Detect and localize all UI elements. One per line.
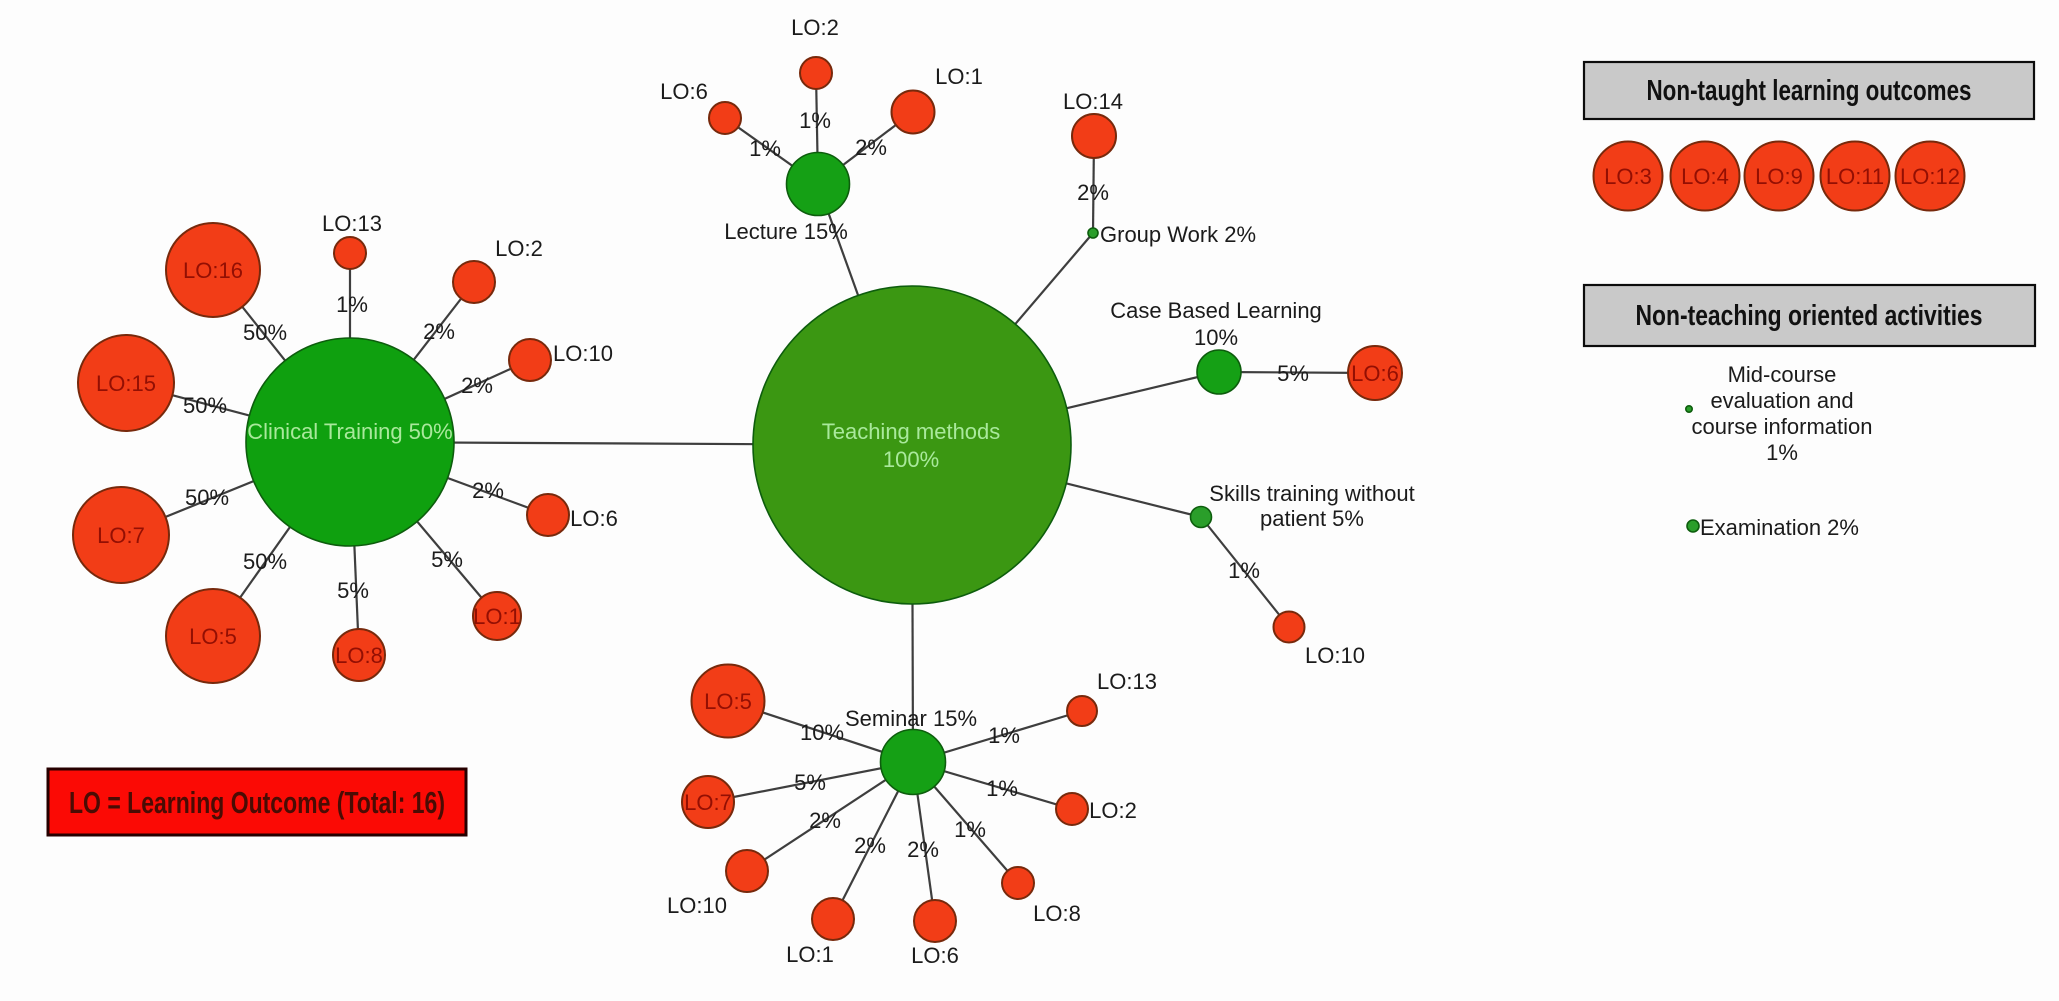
svg-text:LO:7: LO:7 [97, 523, 145, 548]
svg-text:50%: 50% [185, 485, 229, 510]
svg-text:1%: 1% [799, 108, 831, 133]
svg-text:1%: 1% [1766, 440, 1798, 465]
svg-text:10%: 10% [800, 720, 844, 745]
svg-text:LO:3: LO:3 [1604, 164, 1652, 189]
svg-text:course information: course information [1692, 414, 1873, 439]
svg-text:LO:16: LO:16 [183, 258, 243, 283]
svg-text:LO:1: LO:1 [935, 64, 983, 89]
svg-text:2%: 2% [809, 808, 841, 833]
svg-text:LO:10: LO:10 [553, 341, 613, 366]
svg-text:LO:2: LO:2 [495, 236, 543, 261]
svg-text:LO:5: LO:5 [189, 624, 237, 649]
svg-text:LO:10: LO:10 [1305, 643, 1365, 668]
svg-text:LO:2: LO:2 [791, 15, 839, 40]
svg-text:Case Based Learning: Case Based Learning [1110, 298, 1322, 323]
svg-text:2%: 2% [907, 837, 939, 862]
svg-text:LO:12: LO:12 [1900, 164, 1960, 189]
svg-text:100%: 100% [883, 447, 939, 472]
svg-text:2%: 2% [1077, 180, 1109, 205]
svg-text:LO:6: LO:6 [1351, 361, 1399, 386]
svg-text:LO:1: LO:1 [473, 604, 521, 629]
svg-text:Mid-course: Mid-course [1728, 362, 1837, 387]
svg-text:5%: 5% [1277, 361, 1309, 386]
svg-text:2%: 2% [461, 373, 493, 398]
svg-text:1%: 1% [988, 723, 1020, 748]
svg-text:5%: 5% [431, 547, 463, 572]
svg-text:Seminar 15%: Seminar 15% [845, 706, 977, 731]
svg-text:LO:4: LO:4 [1681, 164, 1729, 189]
svg-text:2%: 2% [423, 319, 455, 344]
svg-text:LO:5: LO:5 [704, 689, 752, 714]
svg-text:LO:10: LO:10 [667, 893, 727, 918]
svg-text:2%: 2% [472, 478, 504, 503]
svg-text:50%: 50% [183, 393, 227, 418]
svg-text:2%: 2% [854, 833, 886, 858]
svg-text:evaluation and: evaluation and [1710, 388, 1853, 413]
svg-text:Group Work 2%: Group Work 2% [1100, 222, 1256, 247]
svg-text:1%: 1% [1228, 558, 1260, 583]
svg-text:LO:8: LO:8 [1033, 901, 1081, 926]
svg-text:50%: 50% [243, 549, 287, 574]
svg-text:Teaching methods: Teaching methods [822, 419, 1001, 444]
svg-text:5%: 5% [337, 578, 369, 603]
svg-text:Clinical Training 50%: Clinical Training 50% [247, 419, 452, 444]
svg-text:Lecture 15%: Lecture 15% [724, 219, 848, 244]
svg-text:Examination 2%: Examination 2% [1700, 515, 1859, 540]
svg-text:LO:13: LO:13 [1097, 669, 1157, 694]
svg-text:1%: 1% [954, 817, 986, 842]
svg-text:LO:6: LO:6 [660, 79, 708, 104]
svg-text:1%: 1% [336, 292, 368, 317]
svg-text:LO:11: LO:11 [1826, 164, 1884, 189]
svg-text:LO:6: LO:6 [570, 506, 618, 531]
svg-text:10%: 10% [1194, 325, 1238, 350]
svg-text:1%: 1% [986, 776, 1018, 801]
svg-text:Non-taught learning outcomes: Non-taught learning outcomes [1647, 75, 1972, 107]
svg-text:LO:13: LO:13 [322, 211, 382, 236]
svg-text:LO = Learning Outcome (Total:: LO = Learning Outcome (Total: 16) [69, 785, 445, 820]
svg-text:Skills training without: Skills training without [1209, 481, 1414, 506]
svg-text:LO:15: LO:15 [96, 371, 156, 396]
svg-text:LO:1: LO:1 [786, 942, 834, 967]
svg-text:LO:6: LO:6 [911, 943, 959, 968]
svg-text:50%: 50% [243, 320, 287, 345]
svg-text:LO:8: LO:8 [335, 643, 383, 668]
svg-text:LO:9: LO:9 [1755, 164, 1803, 189]
svg-text:LO:7: LO:7 [684, 790, 732, 815]
svg-text:LO:14: LO:14 [1063, 89, 1123, 114]
svg-text:5%: 5% [794, 770, 826, 795]
svg-text:Non-teaching oriented activiti: Non-teaching oriented activities [1636, 300, 1983, 332]
svg-text:LO:2: LO:2 [1089, 798, 1137, 823]
svg-text:1%: 1% [749, 136, 781, 161]
svg-text:patient 5%: patient 5% [1260, 506, 1364, 531]
svg-text:2%: 2% [855, 135, 887, 160]
